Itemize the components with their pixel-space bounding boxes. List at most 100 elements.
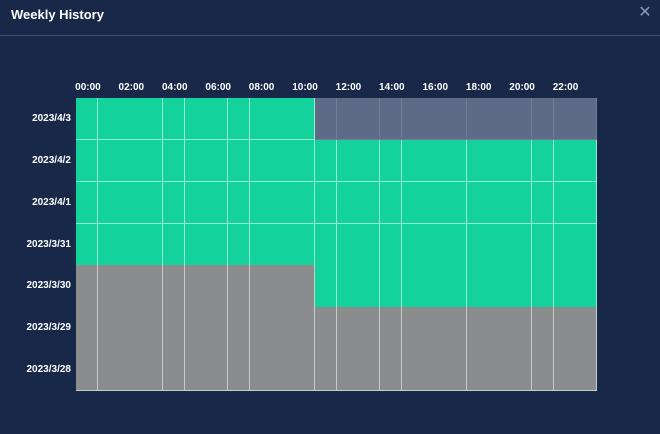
history-cell-future[interactable] (553, 98, 576, 141)
history-cell-future[interactable] (488, 98, 511, 141)
history-cell-off[interactable] (141, 307, 164, 350)
history-cell-on[interactable] (227, 181, 251, 225)
history-cell-off[interactable] (97, 265, 120, 308)
history-cell-on[interactable] (575, 139, 598, 183)
history-cell-off[interactable] (271, 349, 294, 392)
history-cell-on[interactable] (119, 223, 142, 266)
history-cell-on[interactable] (575, 265, 598, 308)
history-cell-on[interactable] (293, 98, 316, 141)
history-cell-on[interactable] (314, 223, 337, 266)
history-cell-on[interactable] (119, 98, 142, 141)
history-cell-off[interactable] (445, 349, 468, 392)
history-cell-on[interactable] (401, 265, 424, 308)
history-cell-off[interactable] (206, 307, 229, 350)
history-cell-off[interactable] (293, 349, 316, 392)
history-cell-on[interactable] (184, 223, 207, 266)
history-cell-on[interactable] (531, 181, 555, 225)
history-cell-off[interactable] (184, 265, 207, 308)
history-cell-on[interactable] (553, 223, 576, 266)
history-cell-on[interactable] (141, 98, 164, 141)
history-cell-on[interactable] (162, 181, 186, 225)
history-cell-off[interactable] (119, 349, 142, 392)
history-cell-on[interactable] (206, 223, 229, 266)
history-cell-on[interactable] (445, 223, 468, 266)
history-cell-off[interactable] (445, 307, 468, 350)
history-cell-off[interactable] (271, 265, 294, 308)
history-cell-on[interactable] (423, 139, 446, 183)
history-cell-on[interactable] (445, 181, 468, 225)
history-cell-off[interactable] (379, 307, 403, 350)
close-icon[interactable]: ✕ (638, 4, 652, 21)
history-cell-off[interactable] (119, 265, 142, 308)
history-cell-on[interactable] (293, 139, 316, 183)
history-cell-future[interactable] (510, 98, 533, 141)
history-cell-on[interactable] (423, 223, 446, 266)
history-cell-off[interactable] (76, 265, 99, 308)
history-cell-on[interactable] (206, 181, 229, 225)
history-cell-on[interactable] (575, 181, 598, 225)
history-cell-off[interactable] (206, 265, 229, 308)
history-cell-on[interactable] (379, 181, 403, 225)
history-cell-off[interactable] (97, 349, 120, 392)
history-cell-off[interactable] (575, 349, 598, 392)
history-cell-on[interactable] (423, 181, 446, 225)
history-cell-off[interactable] (423, 307, 446, 350)
history-cell-future[interactable] (575, 98, 598, 141)
history-cell-on[interactable] (97, 181, 120, 225)
history-cell-on[interactable] (379, 223, 403, 266)
history-cell-on[interactable] (531, 265, 555, 308)
history-cell-off[interactable] (249, 307, 272, 350)
history-cell-on[interactable] (249, 181, 272, 225)
history-cell-on[interactable] (401, 139, 424, 183)
history-cell-on[interactable] (314, 265, 337, 308)
history-cell-on[interactable] (271, 181, 294, 225)
history-cell-off[interactable] (293, 307, 316, 350)
history-cell-on[interactable] (314, 181, 337, 225)
history-cell-on[interactable] (379, 139, 403, 183)
history-cell-off[interactable] (271, 307, 294, 350)
history-cell-off[interactable] (227, 265, 251, 308)
history-cell-on[interactable] (510, 265, 533, 308)
history-cell-on[interactable] (141, 139, 164, 183)
history-cell-on[interactable] (119, 139, 142, 183)
history-cell-on[interactable] (358, 265, 381, 308)
history-cell-on[interactable] (401, 223, 424, 266)
history-cell-off[interactable] (336, 307, 359, 350)
history-cell-on[interactable] (510, 139, 533, 183)
history-cell-off[interactable] (379, 349, 403, 392)
history-cell-on[interactable] (249, 223, 272, 266)
history-cell-off[interactable] (553, 307, 576, 350)
history-cell-off[interactable] (401, 349, 424, 392)
history-cell-on[interactable] (553, 265, 576, 308)
history-cell-on[interactable] (379, 265, 403, 308)
history-cell-off[interactable] (488, 307, 511, 350)
history-cell-off[interactable] (141, 265, 164, 308)
history-cell-on[interactable] (336, 265, 359, 308)
history-cell-future[interactable] (466, 98, 489, 141)
history-cell-off[interactable] (358, 307, 381, 350)
history-cell-future[interactable] (314, 98, 337, 141)
history-cell-on[interactable] (76, 181, 99, 225)
history-cell-on[interactable] (206, 139, 229, 183)
history-cell-off[interactable] (314, 349, 337, 392)
history-cell-off[interactable] (184, 307, 207, 350)
history-cell-on[interactable] (76, 139, 99, 183)
history-cell-future[interactable] (379, 98, 403, 141)
history-cell-on[interactable] (141, 223, 164, 266)
history-cell-future[interactable] (531, 98, 555, 141)
history-cell-on[interactable] (531, 223, 555, 266)
history-cell-on[interactable] (97, 98, 120, 141)
history-cell-on[interactable] (575, 223, 598, 266)
history-cell-off[interactable] (76, 349, 99, 392)
history-cell-future[interactable] (401, 98, 424, 141)
history-cell-on[interactable] (488, 265, 511, 308)
history-cell-off[interactable] (293, 265, 316, 308)
history-cell-off[interactable] (358, 349, 381, 392)
history-cell-on[interactable] (249, 139, 272, 183)
history-cell-off[interactable] (162, 265, 186, 308)
history-cell-off[interactable] (314, 307, 337, 350)
history-cell-on[interactable] (336, 139, 359, 183)
history-cell-on[interactable] (184, 181, 207, 225)
history-cell-off[interactable] (249, 349, 272, 392)
history-cell-on[interactable] (488, 181, 511, 225)
